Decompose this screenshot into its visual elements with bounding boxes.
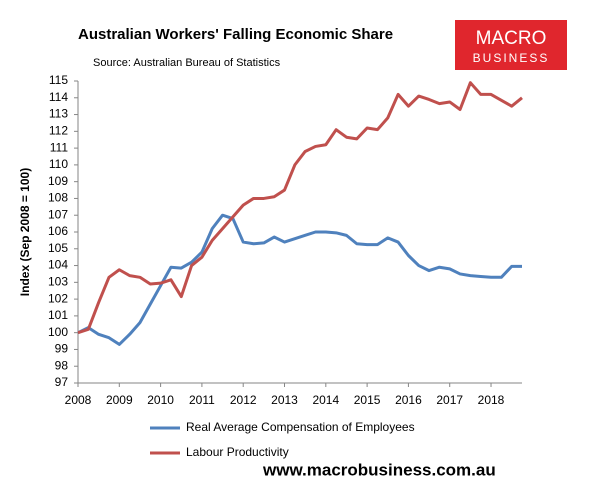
chart-subtitle: Source: Australian Bureau of Statistics <box>93 57 281 69</box>
footer: www.macrobusiness.com.au <box>262 460 496 479</box>
y-tick-label: 100 <box>48 325 68 339</box>
y-tick-label: 105 <box>48 241 68 255</box>
y-tick-label: 106 <box>48 224 68 238</box>
y-tick-label: 115 <box>49 73 68 87</box>
y-tick-label: 108 <box>48 191 68 205</box>
y-axis-label: Index (Sep 2008 = 100) <box>18 168 32 296</box>
y-tick-label: 97 <box>55 375 69 389</box>
x-tick-label: 2012 <box>230 393 257 407</box>
logo-box <box>455 20 567 70</box>
logo-text: BUSINESS <box>473 51 550 65</box>
y-tick-label: 109 <box>48 174 68 188</box>
y-tick-label: 102 <box>48 291 68 305</box>
y-tick-label: 114 <box>49 90 68 104</box>
x-tick-label: 2010 <box>147 393 174 407</box>
legend-label: Real Average Compensation of Employees <box>186 420 415 434</box>
x-tick-label: 2009 <box>106 393 133 407</box>
y-tick-label: 111 <box>50 140 69 154</box>
x-tick-label: 2011 <box>189 393 215 407</box>
x-tick-label: 2018 <box>478 393 505 407</box>
y-tick-label: 98 <box>55 358 69 372</box>
y-tick-label: 112 <box>49 124 68 138</box>
x-tick-label: 2014 <box>312 393 339 407</box>
x-tick-label: 2013 <box>271 393 298 407</box>
x-tick-label: 2015 <box>354 393 381 407</box>
y-tick-label: 99 <box>55 342 69 356</box>
legend-label: Labour Productivity <box>186 445 289 459</box>
series-line <box>77 213 522 346</box>
chart-title: Australian Workers' Falling Economic Sha… <box>78 26 393 43</box>
y-tick-label: 107 <box>48 207 68 221</box>
series-line <box>77 81 523 335</box>
y-tick-label: 110 <box>49 157 68 171</box>
x-tick-label: 2017 <box>436 393 463 407</box>
y-tick-label: 113 <box>49 107 68 121</box>
y-tick-label: 104 <box>48 258 68 272</box>
y-tick-label: 101 <box>48 308 68 322</box>
x-tick-label: 2008 <box>65 393 92 407</box>
y-tick-label: 103 <box>48 275 68 289</box>
logo-text: MACRO <box>476 28 547 49</box>
x-tick-label: 2016 <box>395 393 422 407</box>
